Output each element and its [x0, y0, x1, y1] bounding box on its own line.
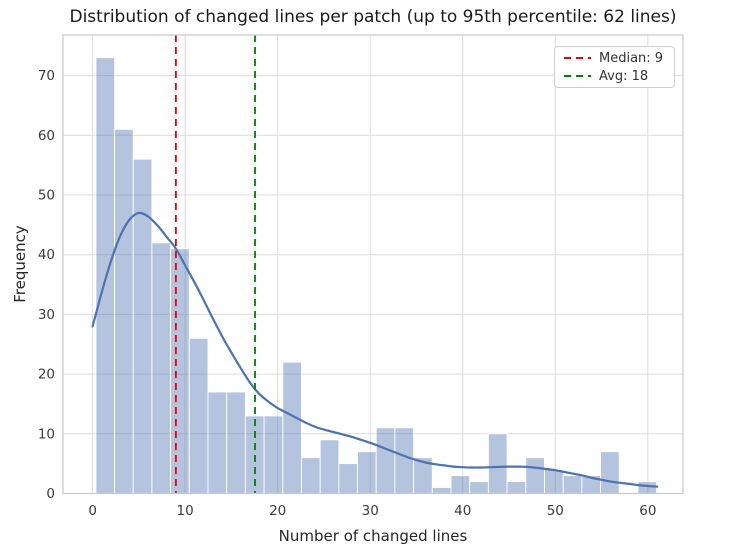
histogram-bar — [450, 475, 471, 494]
legend-item-median: Median: 9 — [555, 51, 674, 66]
histogram-bar — [357, 451, 377, 494]
kde-curve — [91, 211, 659, 488]
x-tick-label: 10 — [177, 503, 194, 519]
y-tick-label: 20 — [38, 367, 55, 383]
histogram-bar — [525, 457, 545, 494]
y-tick-label: 60 — [38, 128, 55, 144]
median-dash-swatch — [564, 57, 591, 59]
y-tick-label: 40 — [38, 247, 55, 263]
x-tick-label: 60 — [639, 503, 656, 519]
legend-item-avg: Avg: 18 — [555, 69, 674, 84]
histogram-bar — [637, 481, 658, 494]
plot-background — [63, 35, 683, 494]
histogram-bar — [95, 57, 116, 494]
y-axis-label: Frequency — [11, 225, 29, 303]
histogram-bar — [263, 415, 284, 494]
legend: Median: 9 Avg: 18 — [554, 46, 675, 88]
histogram-bar — [151, 242, 172, 494]
histogram-bar — [544, 469, 564, 494]
x-tick-label: 0 — [88, 503, 97, 519]
chart-title: Distribution of changed lines per patch … — [69, 7, 677, 27]
histogram-bar — [207, 391, 228, 494]
y-tick-label: 70 — [38, 68, 55, 84]
histogram-bar — [188, 337, 209, 494]
histogram-bar — [394, 427, 415, 494]
histogram-bar — [132, 158, 153, 494]
y-tick-label: 0 — [46, 486, 55, 502]
histogram-bar — [562, 475, 583, 494]
histogram-bar — [487, 433, 508, 494]
x-tick-label: 40 — [454, 503, 471, 519]
y-tick-label: 30 — [38, 307, 55, 323]
histogram-bar — [469, 481, 489, 494]
legend-label-median: Median: 9 — [599, 50, 664, 66]
y-tick-label: 50 — [38, 187, 55, 203]
histogram-bar — [338, 463, 359, 494]
x-tick-label: 50 — [547, 503, 564, 519]
plot-border — [62, 34, 684, 495]
x-tick-label: 20 — [269, 503, 286, 519]
histogram-bar — [600, 451, 620, 494]
histogram-bar — [431, 487, 452, 494]
histogram-bar — [301, 457, 321, 494]
histogram-bar — [282, 361, 302, 494]
x-tick-label: 30 — [362, 503, 379, 519]
legend-label-avg: Avg: 18 — [599, 68, 649, 84]
histogram-bar — [226, 391, 246, 494]
histogram-bar — [506, 481, 527, 494]
y-tick-label: 10 — [38, 426, 55, 442]
histogram-bar — [319, 439, 340, 494]
histogram-bar — [114, 128, 134, 494]
avg-dash-swatch — [564, 75, 591, 77]
histogram-bar — [375, 427, 396, 494]
histogram-bar — [170, 248, 190, 494]
x-axis-label: Number of changed lines — [278, 527, 468, 545]
